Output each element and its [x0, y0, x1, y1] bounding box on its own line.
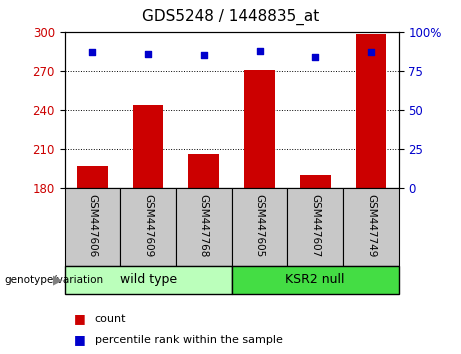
Text: ▶: ▶: [53, 273, 62, 286]
Bar: [65, 266, 231, 294]
Text: GSM447607: GSM447607: [310, 194, 320, 257]
Bar: [244, 69, 275, 188]
Text: GDS5248 / 1448835_at: GDS5248 / 1448835_at: [142, 9, 319, 25]
Text: KSR2 null: KSR2 null: [285, 273, 345, 286]
Bar: [189, 154, 219, 188]
Point: [256, 48, 263, 53]
Text: GSM447605: GSM447605: [254, 194, 265, 257]
Bar: [300, 175, 331, 188]
Point: [89, 49, 96, 55]
Point: [200, 52, 207, 58]
Point: [367, 49, 375, 55]
Bar: [120, 188, 176, 266]
Point: [312, 54, 319, 59]
Bar: [287, 188, 343, 266]
Bar: [343, 188, 399, 266]
Bar: [231, 188, 287, 266]
Bar: [355, 34, 386, 188]
Text: wild type: wild type: [119, 273, 177, 286]
Point: [144, 51, 152, 57]
Bar: [65, 188, 120, 266]
Bar: [133, 104, 163, 188]
Text: percentile rank within the sample: percentile rank within the sample: [95, 335, 283, 345]
Text: ■: ■: [74, 312, 85, 325]
Text: count: count: [95, 314, 126, 324]
Text: GSM447768: GSM447768: [199, 194, 209, 257]
Bar: [77, 166, 108, 188]
Text: genotype/variation: genotype/variation: [5, 275, 104, 285]
Bar: [231, 266, 399, 294]
Text: GSM447609: GSM447609: [143, 194, 153, 257]
Text: GSM447749: GSM447749: [366, 194, 376, 257]
Text: ■: ■: [74, 333, 85, 346]
Text: GSM447606: GSM447606: [88, 194, 97, 257]
Bar: [176, 188, 231, 266]
